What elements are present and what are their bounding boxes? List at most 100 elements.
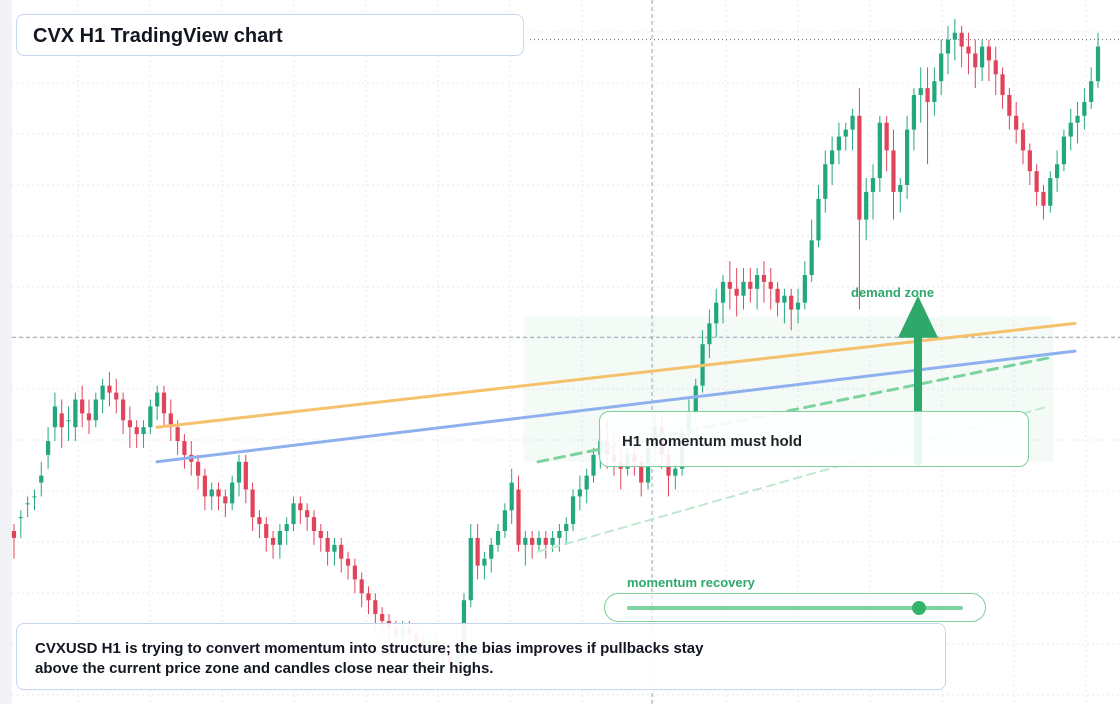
candle-body (366, 593, 371, 601)
candle-body (939, 53, 944, 82)
price-axis-strip (0, 0, 12, 704)
candle-body (843, 129, 848, 137)
candle-body (973, 53, 978, 68)
candle-body (809, 240, 814, 275)
candle-body (707, 323, 712, 345)
candle-body (325, 537, 330, 552)
candle-body (591, 454, 596, 476)
candle-body (523, 537, 528, 545)
candle-body (986, 46, 992, 61)
candle-body (230, 482, 235, 504)
candle-body (584, 475, 589, 490)
candle-body (775, 288, 780, 303)
candle-body (1027, 150, 1032, 172)
momentum-meter-track (627, 606, 963, 610)
candle-body (345, 558, 351, 566)
momentum-recovery-label: momentum recovery (627, 575, 755, 590)
candle-body (298, 503, 303, 511)
candle-body (107, 385, 112, 393)
candle-body (155, 392, 160, 407)
summary-panel: CVXUSD H1 is trying to convert momentum … (16, 623, 946, 690)
candle-body (80, 399, 85, 414)
candle-body (884, 122, 889, 151)
candle-body (1014, 115, 1019, 130)
candle-body (1095, 46, 1101, 82)
candle-body (73, 399, 78, 428)
candle-body (836, 136, 842, 151)
candle-body (134, 427, 139, 435)
candle-body (850, 115, 855, 130)
candle-body (305, 510, 310, 518)
candle-body (952, 32, 957, 40)
candle-body (870, 178, 876, 192)
candle-body (495, 531, 501, 545)
chart-title: CVX H1 TradingView chart (33, 25, 283, 47)
candle-body (782, 295, 787, 303)
candle-body (66, 420, 71, 422)
candle-body (550, 537, 555, 545)
candle-body (202, 475, 208, 497)
candle-body (475, 537, 480, 566)
candle-body (748, 281, 753, 289)
momentum-meter-thumb[interactable] (912, 601, 927, 615)
candle-body (979, 46, 985, 68)
candle-body (734, 288, 739, 296)
candle-body (966, 46, 971, 54)
candle-body (59, 413, 64, 428)
candle-body (945, 39, 951, 54)
candle-body (277, 531, 283, 545)
candle-body (802, 274, 807, 303)
candle-body (823, 164, 828, 199)
candle-body (264, 524, 269, 538)
candle-body (741, 281, 746, 296)
momentum-note-panel: H1 momentum must hold (599, 411, 1029, 467)
candle-body (564, 524, 569, 531)
candle-body (18, 517, 23, 519)
candle-body (209, 489, 214, 497)
candle-body (270, 537, 276, 545)
title-panel: CVX H1 TradingView chart (16, 14, 524, 56)
candle-body (911, 95, 917, 130)
candle-body (1054, 164, 1060, 179)
candle-body (291, 503, 296, 525)
candle-body (959, 32, 964, 47)
candle-body (536, 537, 542, 545)
candle-body (714, 302, 719, 324)
candle-body (339, 544, 344, 559)
candle-body (993, 60, 998, 75)
candle-body (182, 441, 187, 455)
candle-body (39, 475, 44, 483)
candle-body (1034, 171, 1039, 192)
candle-body (1007, 95, 1012, 116)
candle-body (693, 385, 698, 414)
candle-body (45, 441, 51, 455)
candle-body (891, 150, 896, 192)
candle-body (25, 503, 30, 505)
candle-body (761, 274, 767, 282)
candle-body (877, 122, 882, 179)
candle-body (864, 191, 869, 220)
candle-body (755, 274, 760, 289)
candle-body (768, 281, 773, 289)
candle-body (482, 558, 487, 566)
candle-body (352, 565, 357, 580)
demand-zone-label: demand zone (851, 285, 935, 300)
candle-body (639, 461, 644, 483)
candle-body (284, 524, 289, 531)
candle-body (816, 198, 821, 241)
candle-body (52, 406, 58, 428)
candle-body (257, 517, 262, 525)
candle-body (141, 427, 146, 435)
candle-body (829, 150, 835, 165)
candle-body (918, 88, 923, 96)
candle-body (904, 129, 910, 185)
momentum-meter[interactable] (604, 593, 986, 622)
candle-body (236, 461, 242, 483)
candle-body (86, 413, 92, 421)
candle-body (161, 392, 167, 414)
candle-body (373, 600, 378, 615)
candle-body (175, 427, 180, 442)
candle-body (509, 482, 514, 511)
candle-body (1075, 115, 1080, 123)
candle-body (120, 399, 126, 421)
